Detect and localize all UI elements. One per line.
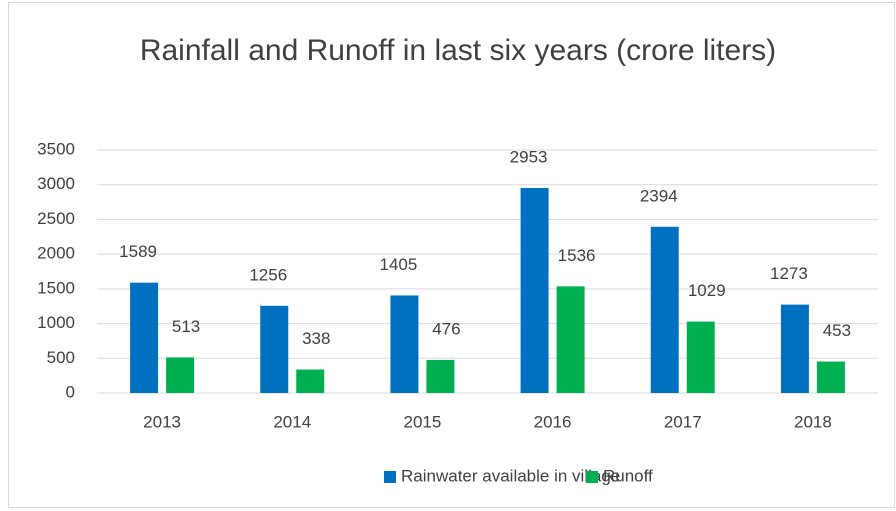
legend-label: Runoff — [603, 466, 653, 485]
legend-swatch — [384, 471, 396, 483]
data-label: 1273 — [770, 264, 808, 283]
data-label: 1536 — [558, 246, 596, 265]
x-tick-label: 2016 — [534, 412, 572, 431]
bar — [390, 295, 419, 393]
bar — [816, 361, 845, 393]
chart-title: Rainfall and Runoff in last six years (c… — [139, 34, 777, 67]
data-label: 1029 — [688, 281, 726, 300]
y-tick-label: 2000 — [37, 244, 75, 263]
bar — [296, 369, 325, 393]
y-tick-label: 0 — [66, 382, 75, 401]
y-tick-label: 1500 — [37, 278, 75, 297]
y-tick-label: 3000 — [37, 174, 75, 193]
x-tick-label: 2015 — [404, 412, 442, 431]
y-tick-label: 500 — [47, 348, 75, 367]
data-label: 476 — [432, 319, 460, 338]
bar — [520, 187, 549, 393]
bar — [686, 321, 715, 393]
data-label: 2953 — [510, 147, 548, 166]
data-label: 338 — [302, 329, 330, 348]
x-tick-label: 2013 — [143, 412, 181, 431]
data-label: 2394 — [640, 186, 678, 205]
data-label: 1589 — [119, 242, 157, 261]
x-tick-label: 2017 — [664, 412, 702, 431]
bar — [130, 282, 159, 393]
bar — [166, 357, 195, 393]
bar — [780, 304, 809, 393]
legend-swatch — [586, 471, 598, 483]
y-tick-label: 2500 — [37, 209, 75, 228]
y-tick-label: 3500 — [37, 139, 75, 158]
data-label: 1256 — [249, 265, 287, 284]
data-label: 1405 — [380, 255, 418, 274]
x-tick-label: 2014 — [273, 412, 311, 431]
x-tick-label: 2018 — [794, 412, 832, 431]
legend-label: Rainwater available in village — [401, 466, 620, 485]
bar — [426, 359, 455, 393]
data-label: 453 — [823, 321, 851, 340]
bar — [556, 286, 585, 393]
bar — [260, 305, 289, 393]
y-tick-label: 1000 — [37, 313, 75, 332]
chart-border — [8, 2, 895, 508]
bar — [650, 226, 679, 393]
data-label: 513 — [172, 317, 200, 336]
